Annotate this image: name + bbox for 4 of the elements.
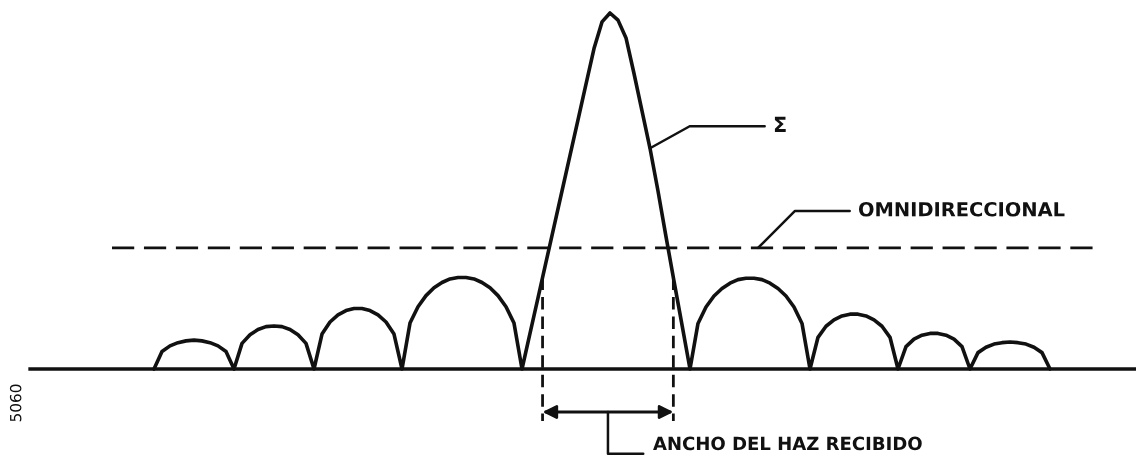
ref-line-label: OMNIDIRECCIONAL [858,201,1065,217]
text: ANCHO DEL HAZ RECIBIDO [653,436,922,451]
annotation: Σ [774,116,786,133]
text: 5060 [9,384,22,422]
